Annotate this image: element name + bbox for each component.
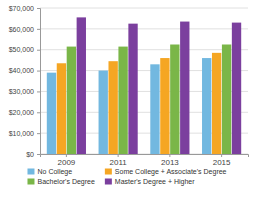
y-tick-mark (37, 29, 40, 30)
legend-item: Bachelor's Degree (27, 178, 94, 186)
bar (118, 47, 127, 154)
bar (170, 45, 179, 155)
bar (160, 58, 169, 154)
chart: $0 $10,000 $20,000 $30,000 $40,000 $50,000 $60… (0, 0, 254, 198)
legend-item: Some College + Associate's Degree (105, 168, 227, 176)
x-tick: 2013 (161, 154, 179, 167)
y-tick-label: $50,000 (9, 46, 34, 53)
plot: $0 $10,000 $20,000 $30,000 $40,000 $50,000 $60… (9, 5, 249, 167)
x-tick: 2011 (110, 154, 128, 167)
y-tick-mark (37, 8, 40, 9)
grid (40, 8, 248, 154)
legend-label: Bachelor's Degree (37, 178, 94, 186)
bar (77, 17, 86, 154)
y-tick-mark (37, 71, 40, 72)
x-axis: 2009 2011 2013 2015 (41, 154, 249, 167)
y-tick-mark (37, 154, 40, 155)
bar (202, 58, 211, 154)
y-tick-label: $20,000 (9, 109, 34, 116)
bar (232, 23, 241, 154)
y-tick-label: $70,000 (9, 5, 34, 12)
bar (212, 53, 221, 154)
legend-item: Master's Degree + Higher (105, 178, 195, 186)
bar (67, 47, 76, 154)
x-tick-label: 2013 (161, 158, 179, 167)
y-tick: $10,000 (9, 130, 40, 137)
bar (222, 45, 231, 155)
legend-swatch (105, 179, 112, 185)
x-tick: 2015 (213, 154, 231, 167)
grid-line (40, 8, 248, 9)
y-tick: $60,000 (9, 26, 40, 33)
legend-label: No College (37, 168, 72, 176)
y-axis: $0 $10,000 $20,000 $30,000 $40,000 $50,000 $60… (9, 5, 41, 158)
legend-label: Master's Degree + Higher (115, 178, 195, 186)
bar (57, 63, 66, 154)
y-tick-label: $30,000 (9, 88, 34, 95)
y-tick: $20,000 (9, 109, 40, 116)
bar (128, 24, 137, 154)
x-tick: 2009 (57, 154, 75, 167)
y-tick: $70,000 (9, 5, 40, 12)
bar (150, 64, 159, 154)
legend-swatch (27, 179, 34, 185)
x-axis-line (41, 155, 249, 158)
y-tick-label: $40,000 (9, 67, 34, 74)
grid-line (40, 28, 248, 29)
legend-swatch (27, 169, 34, 175)
bar (47, 73, 56, 154)
x-tick-label: 2011 (110, 158, 128, 167)
legend-label: Some College + Associate's Degree (115, 168, 227, 176)
bars (47, 17, 241, 154)
legend-item: No College (27, 168, 72, 176)
x-tick-mark (221, 154, 222, 157)
y-tick-mark (37, 112, 40, 113)
y-tick-mark (37, 133, 40, 134)
y-tick-label: $60,000 (9, 26, 34, 33)
y-tick: $0 (26, 151, 40, 158)
x-tick-label: 2015 (213, 158, 231, 167)
y-tick: $30,000 (9, 88, 40, 95)
bar (99, 71, 108, 154)
x-tick-mark (118, 154, 119, 157)
legend: No College Some College + Associate's Deg… (27, 168, 226, 186)
y-tick-mark (37, 50, 40, 51)
y-axis-line (37, 9, 41, 155)
y-tick-mark (37, 91, 40, 92)
y-tick-label: $0 (26, 151, 34, 158)
y-tick-label: $10,000 (9, 130, 34, 137)
bar (108, 61, 117, 154)
y-tick: $40,000 (9, 67, 40, 74)
series (77, 17, 242, 154)
bar (180, 22, 189, 154)
x-tick-mark (66, 154, 67, 157)
x-tick-mark (169, 154, 170, 157)
series (67, 45, 232, 155)
legend-swatch (105, 169, 112, 175)
x-tick-label: 2009 (57, 158, 75, 167)
y-tick: $50,000 (9, 46, 40, 53)
